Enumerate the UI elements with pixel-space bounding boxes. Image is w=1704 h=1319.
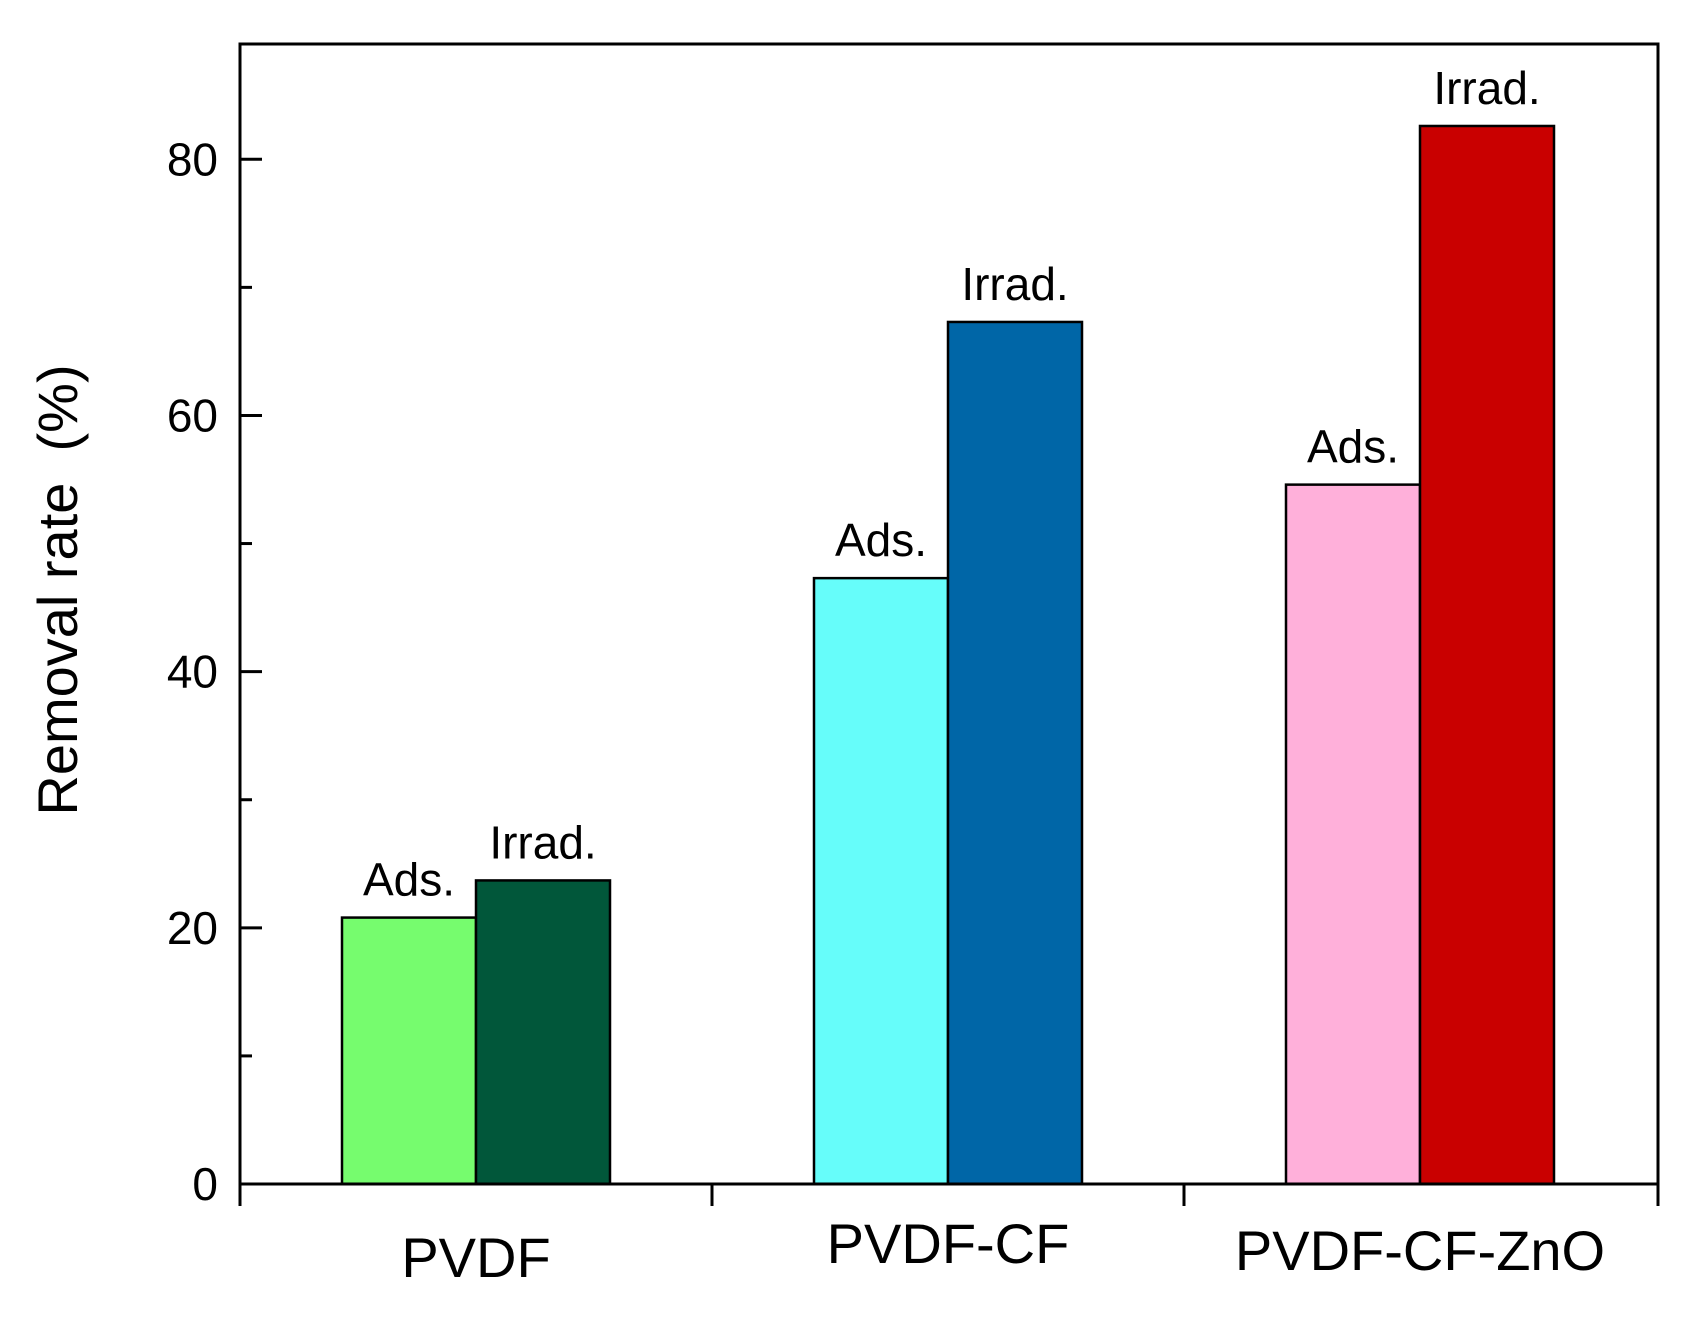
bar-pvdf-cf-irrad bbox=[946, 320, 1084, 1186]
bars-layer bbox=[340, 124, 1556, 1186]
category-label-pvdf: PVDF bbox=[401, 1226, 550, 1289]
bar-pvdf-ads bbox=[340, 916, 478, 1186]
category-labels: PVDF PVDF-CF PVDF-CF-ZnO bbox=[401, 1212, 1605, 1289]
category-label-pvdf-cf: PVDF-CF bbox=[827, 1212, 1070, 1275]
y-axis-title: Removal rate (%) bbox=[26, 364, 89, 815]
bar-label-pvdf-cf-irrad: Irrad. bbox=[961, 258, 1068, 310]
bar-label-pvdf-ads: Ads. bbox=[363, 854, 455, 906]
bar-pvdf-cf-ads bbox=[812, 576, 950, 1186]
y-tick-label-40: 40 bbox=[167, 646, 218, 698]
bar-pvdf-irrad bbox=[474, 879, 612, 1186]
y-tick-label-60: 60 bbox=[167, 389, 218, 441]
x-axis-ticks bbox=[238, 1184, 1660, 1206]
y-tick-label-80: 80 bbox=[167, 133, 218, 185]
category-label-pvdf-cf-zno: PVDF-CF-ZnO bbox=[1235, 1219, 1605, 1282]
bar-label-pvdf-cf-ads: Ads. bbox=[835, 514, 927, 566]
bar-pvdf-cf-zno-irrad bbox=[1418, 124, 1556, 1186]
bar-labels: Ads. Irrad. Ads. Irrad. Ads. Irrad. bbox=[363, 62, 1541, 906]
y-tick-label-20: 20 bbox=[167, 902, 218, 954]
bar-label-pvdf-cf-zno-ads: Ads. bbox=[1307, 421, 1399, 473]
bar-label-pvdf-cf-zno-irrad: Irrad. bbox=[1433, 62, 1540, 114]
y-tick-label-0: 0 bbox=[192, 1158, 218, 1210]
y-axis-ticks: 0 20 40 60 80 bbox=[167, 133, 262, 1210]
bar-pvdf-cf-zno-ads bbox=[1284, 483, 1422, 1186]
plot-frame bbox=[238, 42, 1660, 1186]
bar-label-pvdf-irrad: Irrad. bbox=[489, 816, 596, 868]
